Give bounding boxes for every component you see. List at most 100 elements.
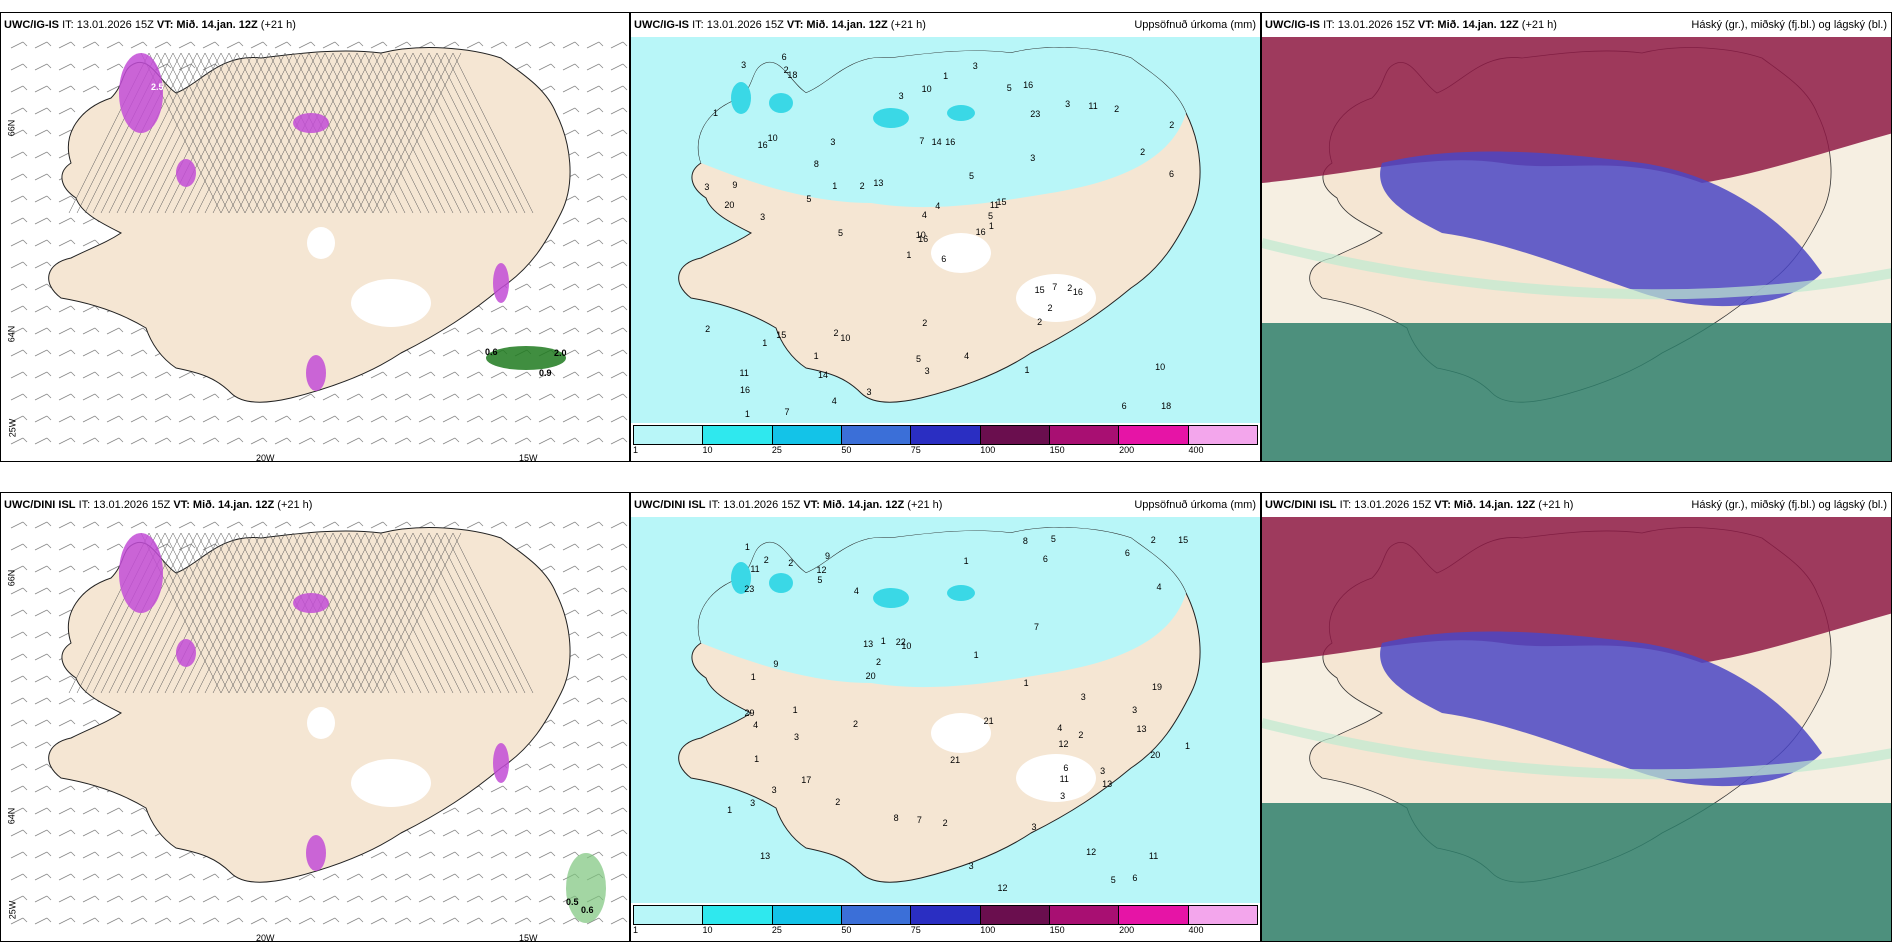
precip-value: 10 [840, 333, 851, 344]
precip-value: 1 [1024, 365, 1030, 376]
precip-value: 1 [727, 805, 733, 816]
precip-value: 13 [873, 178, 884, 189]
precip-value: 2 [1078, 729, 1084, 740]
colorbar-tick: 75 [910, 925, 921, 935]
lon-label: 15W [519, 933, 538, 942]
colorbar-bin [980, 426, 1050, 444]
precip-value: 1 [1185, 740, 1191, 751]
precip-heavy [947, 585, 975, 601]
precip-value: 12 [1058, 739, 1069, 750]
precip-value: 14 [817, 370, 828, 381]
lat-label: 64N [6, 807, 17, 825]
precip-value: 4 [831, 396, 837, 407]
dry-area [1016, 754, 1096, 802]
precip-value: 8 [1022, 535, 1028, 546]
colorbar-bin [911, 426, 981, 444]
precip-value: 1 [712, 107, 718, 118]
precip-value: 23 [1030, 108, 1041, 119]
precip-value: 3 [794, 732, 800, 743]
precip-value: 2 [1047, 303, 1053, 314]
precip-value: 10 [767, 132, 778, 143]
mid-cloud [1380, 631, 1822, 787]
precip-value: 11 [750, 564, 760, 575]
precip-heavy [769, 93, 793, 113]
precip-value: 2 [942, 818, 948, 829]
colorbar-bin [1188, 426, 1257, 444]
precip-value: 2 [859, 180, 865, 191]
precip-value: 15 [1034, 284, 1045, 295]
panel-dini-cloud: UWC/DINI ISL IT: 13.01.2026 15Z VT: Mið.… [1261, 492, 1892, 942]
precip-map [631, 517, 1260, 907]
colorbar-tick: 25 [771, 445, 782, 455]
precip-value: 5 [817, 574, 823, 585]
precip-value: 1 [832, 181, 838, 192]
precip-value: 14 [931, 136, 942, 147]
colorbar-tick: 1 [633, 445, 639, 455]
hatch-region [68, 532, 534, 694]
cloud-map [1262, 37, 1891, 461]
precip-value: 2 [1037, 317, 1043, 328]
precip-value: 3 [750, 798, 756, 809]
precip-value: 7 [916, 815, 922, 826]
green-region [566, 853, 606, 923]
precip-value: 1 [754, 754, 760, 765]
precip-heavy [731, 82, 751, 114]
dry-area [1016, 274, 1096, 322]
precip-value: 2 [1114, 104, 1120, 115]
precip-value: 6 [781, 52, 787, 63]
precip-value: 2 [922, 317, 928, 328]
colorbar-tick: 200 [1119, 925, 1135, 935]
precip-value: 1 [880, 636, 886, 647]
precip-value: 1 [988, 220, 994, 231]
precip-heavy [873, 588, 909, 608]
precip-map [631, 37, 1260, 427]
precip-value: 9 [732, 180, 738, 191]
precip-value: 13 [1136, 724, 1147, 735]
panel-header: UWC/IG-IS IT: 13.01.2026 15Z VT: Mið. 14… [1, 13, 629, 37]
precip-value: 5 [1006, 83, 1012, 94]
precip-value: 6 [1063, 762, 1069, 773]
precip-value: 7 [1033, 622, 1039, 633]
precip-value: 3 [866, 386, 872, 397]
colorbar-bin [980, 906, 1050, 924]
green-region [486, 346, 566, 370]
precip-blob [306, 355, 326, 391]
value-label: 2.5 [151, 82, 164, 92]
precip-value: 5 [969, 170, 975, 181]
colorbar-tick: 400 [1188, 925, 1204, 935]
colorbar-bin [634, 426, 704, 444]
precip-heavy [731, 562, 751, 594]
colorbar-tick: 50 [841, 925, 852, 935]
colorbar-tick: 75 [910, 445, 921, 455]
precip-value: 19 [1151, 681, 1162, 692]
precip-value: 7 [919, 135, 925, 146]
precip-heavy [947, 105, 975, 121]
precip-value: 9 [824, 550, 830, 561]
value-label: 0.6 [581, 905, 594, 915]
precip-blob [119, 53, 163, 133]
precip-value: 1 [744, 408, 750, 419]
colorbar-tick: 150 [1049, 925, 1065, 935]
precip-value: 3 [924, 366, 930, 377]
hatch-region [68, 52, 534, 214]
panel-dini-precip: UWC/DINI ISL IT: 13.01.2026 15Z VT: Mið.… [630, 492, 1261, 942]
colorbar-tick: 100 [980, 925, 996, 935]
precip-value: 1 [943, 70, 949, 81]
precip-value: 2 [1169, 120, 1175, 131]
precip-blob [176, 639, 196, 667]
precip-value: 4 [753, 720, 759, 731]
colorbar-tick: 200 [1119, 445, 1135, 455]
lon-label: 20W [256, 453, 275, 462]
panel-title: Háský (gr.), miðský (fj.bl.) og lágský (… [1691, 499, 1887, 511]
precip-value: 29 [744, 707, 755, 718]
colorbar-tick: 100 [980, 445, 996, 455]
precip-value: 9 [773, 659, 779, 669]
value-label: 2.0 [554, 348, 567, 358]
panel-ig-wind: UWC/IG-IS IT: 13.01.2026 15Z VT: Mið. 14… [0, 12, 630, 462]
precip-value: 4 [853, 585, 859, 596]
colorbar-tick: 150 [1049, 445, 1065, 455]
precip-value: 12 [997, 882, 1008, 893]
glacier [307, 227, 335, 259]
precip-value: 3 [898, 91, 904, 102]
precip-value: 3 [741, 59, 747, 70]
